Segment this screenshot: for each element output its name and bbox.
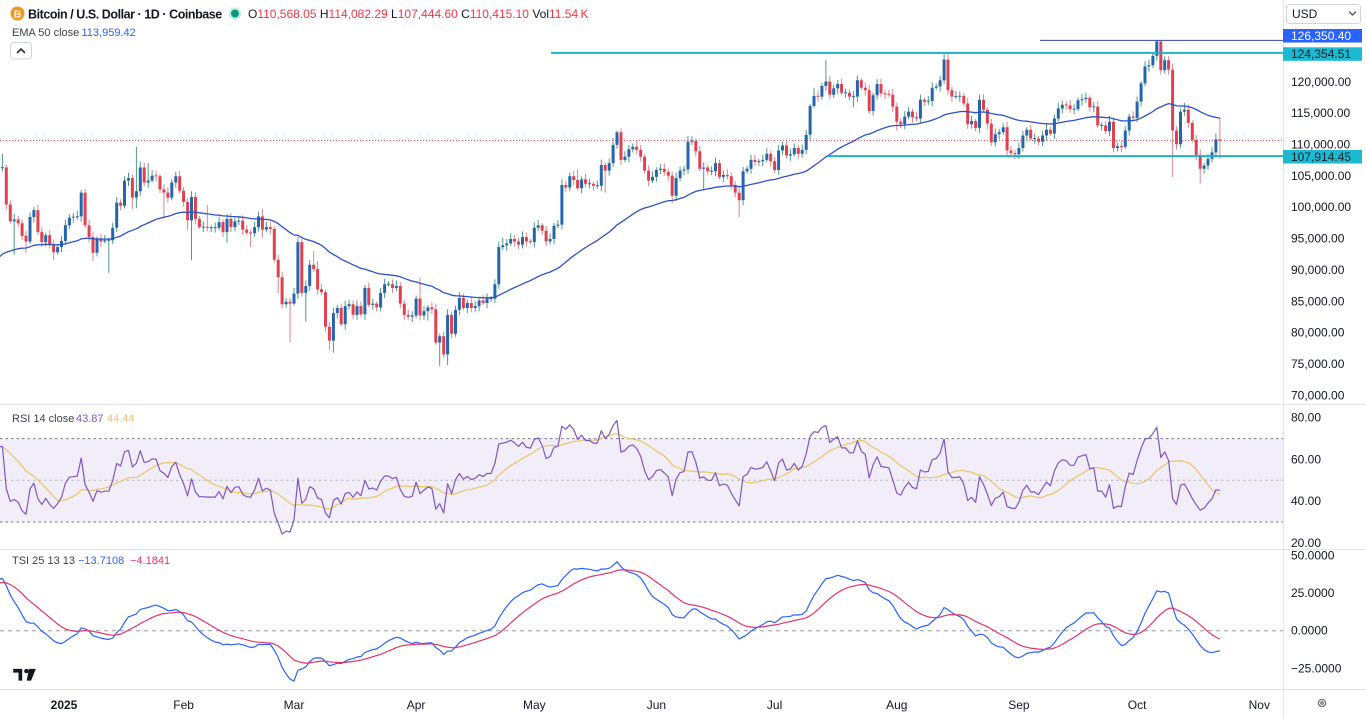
svg-text:124,354.51: 124,354.51 (1291, 47, 1351, 61)
svg-text:43.87: 43.87 (76, 413, 104, 425)
svg-text:80.00: 80.00 (1291, 411, 1321, 425)
svg-text:85,000.00: 85,000.00 (1291, 294, 1345, 308)
svg-text:EMA 50 close: EMA 50 close (12, 27, 79, 39)
svg-text:RSI 14 close: RSI 14 close (12, 413, 74, 425)
svg-text:100,000.00: 100,000.00 (1291, 200, 1351, 214)
svg-text:−25.0000: −25.0000 (1291, 661, 1342, 675)
svg-text:44.44: 44.44 (107, 413, 135, 425)
svg-text:2025: 2025 (51, 698, 78, 712)
svg-text:−4.1841: −4.1841 (130, 555, 170, 567)
svg-text:B: B (14, 8, 22, 20)
svg-text:Oct: Oct (1128, 698, 1147, 712)
svg-text:Jul: Jul (767, 698, 782, 712)
svg-text:Aug: Aug (886, 698, 907, 712)
svg-text:105,000.00: 105,000.00 (1291, 169, 1351, 183)
svg-text:110,000.00: 110,000.00 (1291, 138, 1350, 152)
svg-text:25.0000: 25.0000 (1291, 586, 1335, 600)
svg-text:115,000.00: 115,000.00 (1291, 106, 1350, 120)
svg-text:113,959.42: 113,959.42 (82, 27, 136, 39)
svg-text:Feb: Feb (173, 698, 194, 712)
svg-text:75,000.00: 75,000.00 (1291, 357, 1345, 371)
svg-text:80,000.00: 80,000.00 (1291, 326, 1345, 340)
svg-text:40.00: 40.00 (1291, 494, 1321, 508)
svg-text:90,000.00: 90,000.00 (1291, 263, 1345, 277)
svg-text:107,914.45: 107,914.45 (1291, 150, 1351, 164)
svg-text:TSI 25 13 13: TSI 25 13 13 (12, 555, 75, 567)
svg-text:USD: USD (1292, 7, 1318, 21)
svg-text:Nov: Nov (1249, 698, 1270, 712)
svg-text:20.00: 20.00 (1291, 536, 1321, 550)
svg-text:50.0000: 50.0000 (1291, 548, 1335, 562)
svg-text:Mar: Mar (284, 698, 305, 712)
svg-text:0.0000: 0.0000 (1291, 624, 1328, 638)
svg-text:70,000.00: 70,000.00 (1291, 389, 1345, 403)
svg-text:Jun: Jun (647, 698, 666, 712)
svg-text:Apr: Apr (407, 698, 426, 712)
svg-text:126,350.40: 126,350.40 (1291, 29, 1351, 43)
svg-text:120,000.00: 120,000.00 (1291, 75, 1351, 89)
svg-text:95,000.00: 95,000.00 (1291, 232, 1345, 246)
svg-text:60.00: 60.00 (1291, 452, 1321, 466)
svg-text:Bitcoin / U.S. Dollar · 1D · C: Bitcoin / U.S. Dollar · 1D · Coinbase (28, 8, 222, 22)
svg-text:O110,568.05 H114,082.29 L107,4: O110,568.05 H114,082.29 L107,444.60 C110… (248, 7, 589, 21)
svg-text:May: May (523, 698, 546, 712)
svg-text:Sep: Sep (1008, 698, 1030, 712)
svg-text:−13.7108: −13.7108 (78, 555, 124, 567)
